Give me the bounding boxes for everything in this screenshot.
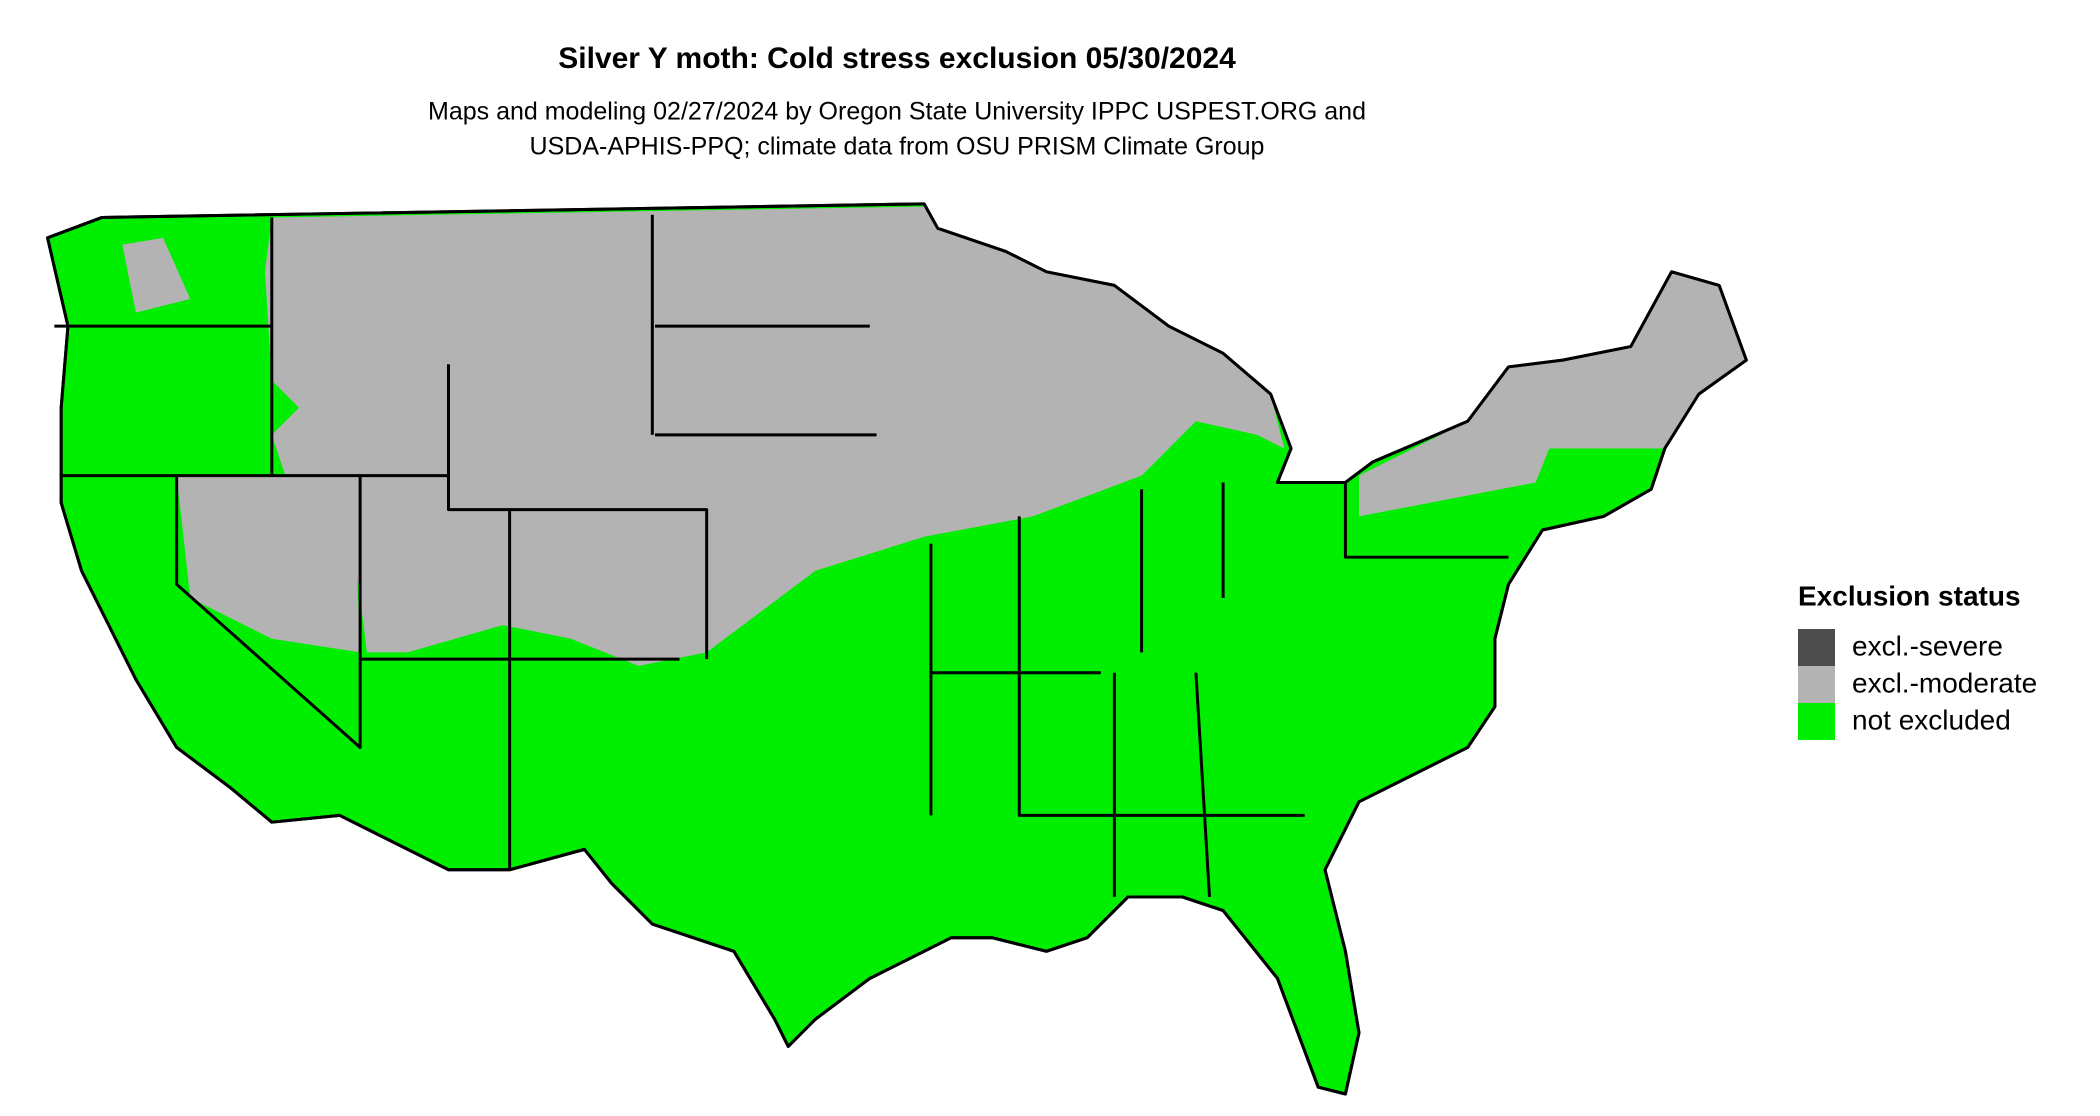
state-borders (46, 202, 1748, 1096)
us-map (46, 202, 1748, 1096)
moderate-area (122, 237, 191, 313)
legend-label: excl.-moderate (1852, 667, 2037, 698)
legend: excl.-severe excl.-moderate not excluded (1798, 629, 2037, 740)
legend-swatch (1798, 629, 1835, 666)
legend-title: Exclusion status (1798, 580, 2021, 611)
legend-label: not excluded (1852, 704, 2011, 735)
subtitle: USDA-APHIS-PPQ; climate data from OSU PR… (530, 133, 1265, 161)
subtitle: Maps and modeling 02/27/2024 by Oregon S… (428, 98, 1366, 126)
legend-swatch (1798, 666, 1835, 703)
title: Silver Y moth: Cold stress exclusion 05/… (558, 42, 1236, 75)
legend-label: excl.-severe (1852, 630, 2003, 661)
moderate-area (176, 475, 361, 653)
moderate-area (1359, 271, 1747, 517)
legend-swatch (1798, 703, 1835, 740)
